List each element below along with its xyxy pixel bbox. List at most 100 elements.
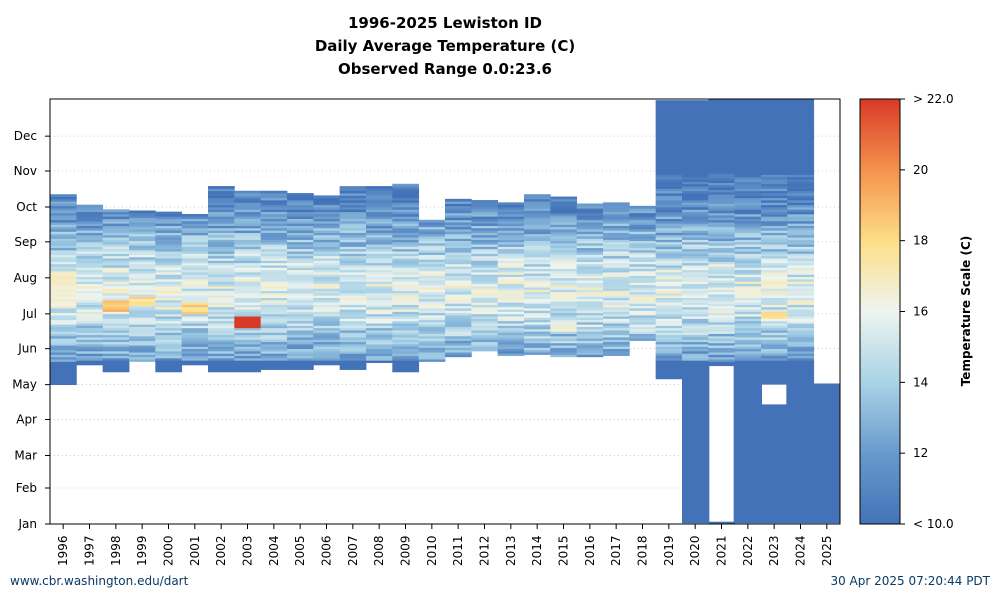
heatmap-cell bbox=[813, 432, 840, 435]
heatmap-cell bbox=[682, 118, 709, 122]
heatmap-cell bbox=[471, 239, 499, 243]
heatmap-cell bbox=[682, 501, 709, 505]
heatmap-cell bbox=[366, 334, 393, 338]
colorbar-tick-label: > 22.0 bbox=[913, 92, 954, 106]
footer-source-link[interactable]: www.cbr.washington.edu/dart bbox=[10, 574, 189, 588]
heatmap-cell bbox=[550, 236, 578, 239]
heatmap-cell bbox=[708, 328, 736, 332]
heatmap-cell bbox=[655, 195, 683, 199]
heatmap-cell bbox=[761, 411, 788, 415]
heatmap-cell bbox=[234, 330, 262, 333]
heatmap-cell bbox=[366, 290, 393, 294]
heatmap-cell bbox=[787, 237, 815, 240]
heatmap-cell bbox=[313, 327, 341, 331]
heatmap-cell bbox=[418, 231, 446, 235]
heatmap-cell bbox=[524, 233, 551, 237]
heatmap-cell bbox=[155, 232, 183, 236]
heatmap-cell bbox=[208, 334, 235, 338]
heatmap-cell bbox=[181, 306, 209, 310]
heatmap-cell bbox=[655, 350, 683, 354]
heatmap-cell bbox=[813, 453, 840, 456]
heatmap-cell bbox=[102, 244, 130, 247]
heatmap-cell bbox=[208, 269, 235, 273]
heatmap-cell bbox=[761, 478, 788, 482]
heatmap-cell bbox=[260, 278, 288, 282]
heatmap-cell bbox=[287, 265, 314, 268]
heatmap-cell bbox=[181, 239, 209, 243]
heatmap-cell bbox=[497, 262, 525, 266]
heatmap-cell bbox=[287, 353, 314, 357]
heatmap-cell bbox=[208, 213, 235, 217]
heatmap-cell bbox=[76, 362, 104, 366]
heatmap-cell bbox=[787, 499, 815, 503]
heatmap-cell bbox=[208, 311, 235, 315]
heatmap-cell bbox=[392, 309, 420, 312]
heatmap-cell bbox=[50, 380, 77, 383]
heatmap-cell bbox=[682, 174, 709, 178]
heatmap-cell bbox=[708, 521, 736, 524]
heatmap-cell bbox=[708, 126, 736, 130]
heatmap-cell bbox=[787, 292, 815, 296]
x-tick-label: 2015 bbox=[557, 535, 571, 566]
heatmap-cell bbox=[339, 251, 367, 254]
heatmap-cell bbox=[181, 334, 209, 338]
heatmap-cell bbox=[682, 160, 709, 164]
heatmap-cell bbox=[708, 129, 736, 132]
heatmap-cell bbox=[208, 188, 235, 192]
heatmap-cell bbox=[208, 255, 235, 259]
heatmap-cell bbox=[734, 160, 762, 164]
heatmap-cell bbox=[787, 388, 815, 391]
heatmap-cell bbox=[208, 209, 235, 213]
heatmap-cell bbox=[787, 276, 815, 280]
heatmap-cell bbox=[734, 144, 762, 148]
heatmap-cell bbox=[76, 306, 104, 310]
heatmap-cell bbox=[734, 378, 762, 382]
heatmap-cell bbox=[129, 338, 156, 341]
heatmap-cell bbox=[761, 141, 788, 145]
heatmap-cell bbox=[629, 275, 657, 279]
heatmap-cell bbox=[366, 200, 393, 203]
heatmap-cell bbox=[734, 99, 762, 101]
heatmap-cell bbox=[761, 494, 788, 498]
heatmap-cell bbox=[761, 425, 788, 429]
heatmap-cell bbox=[603, 306, 630, 310]
heatmap-cell bbox=[761, 216, 788, 219]
heatmap-cell bbox=[313, 227, 341, 231]
heatmap-cell bbox=[813, 436, 840, 440]
heatmap-cell bbox=[497, 265, 525, 268]
heatmap-cell bbox=[50, 296, 77, 300]
heatmap-cell bbox=[734, 443, 762, 447]
heatmap-cell bbox=[787, 364, 815, 368]
heatmap-cell bbox=[260, 246, 288, 250]
heatmap-cell bbox=[734, 520, 762, 524]
heatmap-cell bbox=[102, 265, 130, 268]
heatmap-cell bbox=[761, 508, 788, 512]
heatmap-cell bbox=[629, 210, 657, 214]
heatmap-cell bbox=[366, 230, 393, 233]
heatmap-cell bbox=[313, 330, 341, 333]
heatmap-cell bbox=[550, 335, 578, 339]
heatmap-cell bbox=[655, 102, 683, 106]
heatmap-cell bbox=[392, 367, 420, 370]
heatmap-cell bbox=[787, 404, 815, 408]
heatmap-cell bbox=[550, 298, 578, 302]
heatmap-cell bbox=[287, 255, 314, 259]
heatmap-cell bbox=[208, 346, 235, 350]
heatmap-cell bbox=[418, 226, 446, 230]
heatmap-cell bbox=[366, 357, 393, 361]
heatmap-cell bbox=[603, 285, 630, 289]
heatmap-cell bbox=[155, 258, 183, 261]
heatmap-cell bbox=[392, 183, 420, 187]
heatmap-cell bbox=[787, 453, 815, 456]
heatmap-cell bbox=[813, 508, 840, 512]
heatmap-cell bbox=[418, 324, 446, 327]
heatmap-cell bbox=[155, 295, 183, 298]
heatmap-cell bbox=[102, 246, 130, 250]
heatmap-cell bbox=[313, 267, 341, 271]
heatmap-cell bbox=[260, 357, 288, 361]
heatmap-cell bbox=[603, 313, 630, 317]
heatmap-cell bbox=[576, 296, 604, 300]
heatmap-cell bbox=[576, 270, 604, 274]
heatmap-cell bbox=[313, 260, 341, 264]
heatmap-cell bbox=[708, 184, 736, 188]
